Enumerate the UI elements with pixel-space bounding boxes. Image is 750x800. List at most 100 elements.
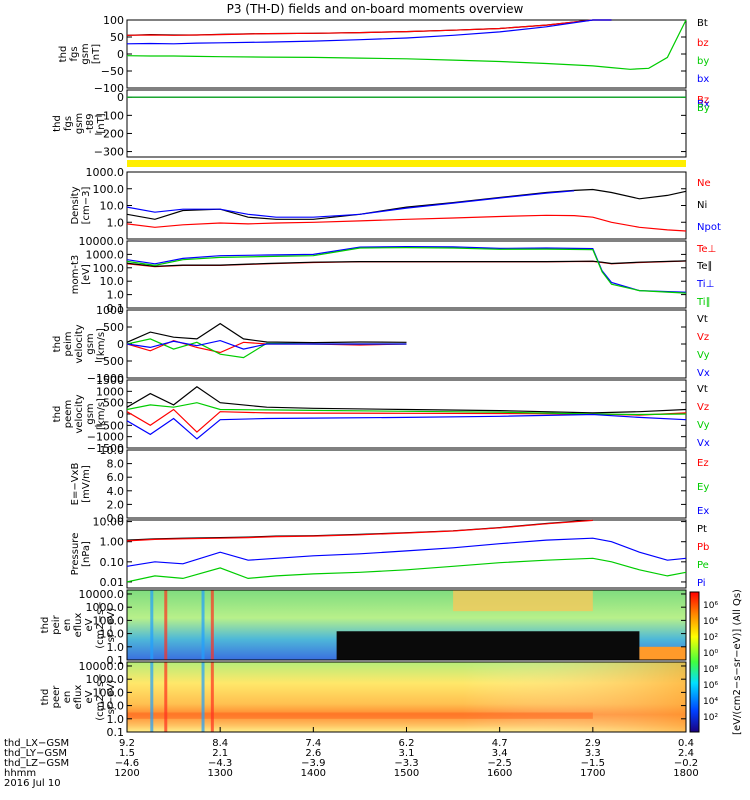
legend-entry: Vx <box>697 368 710 379</box>
y-axis-label: sr−eV) <box>106 608 117 643</box>
y-tick-label: 0.01 <box>100 576 125 589</box>
y-tick-label: 1000.0 <box>86 166 125 179</box>
series-line-fgs-gsm <box>126 19 687 70</box>
legend-entry: Ti∥ <box>696 297 711 308</box>
y-axis-label: [eV] <box>81 264 92 285</box>
y-tick-label: 0.1 <box>107 302 125 315</box>
x-row-value: 7.4 <box>305 738 321 749</box>
y-tick-label: 1.0 <box>107 289 125 302</box>
panel-frame-fgs-gsm-t89 <box>126 89 687 158</box>
legend-entry: bz <box>697 38 709 49</box>
x-row-value: 9.2 <box>119 738 135 749</box>
legend-entry: Pb <box>697 542 709 553</box>
y-tick-label: 10.0 <box>100 275 125 288</box>
legend-entry: Vt <box>697 314 708 325</box>
y-tick-label: 100.0 <box>93 262 125 275</box>
x-row-value: −3.3 <box>394 758 418 769</box>
colorbar-tick-label: 10⁸ <box>703 665 718 675</box>
y-tick-label: 10000.0 <box>79 660 125 673</box>
y-axis-label: -t89 <box>85 113 96 133</box>
y-axis-label: en <box>62 691 73 704</box>
y-tick-label: 100.0 <box>93 183 125 196</box>
y-axis-label: peem <box>63 400 74 428</box>
colorbar-tick-label: 10² <box>703 713 718 723</box>
legend-entry: Bt <box>697 18 708 29</box>
y-tick-label: 10.0 <box>100 200 125 213</box>
series-line-fgs-gsm <box>126 19 612 36</box>
x-row-value: 1.5 <box>119 748 135 759</box>
x-row-value: −1.5 <box>581 758 605 769</box>
y-axis-label: eflux <box>73 613 84 638</box>
x-row-label: thd_LX−GSM <box>4 738 69 749</box>
y-axis-label: mom-t3 <box>70 255 81 295</box>
spectrogram-streak <box>201 662 205 732</box>
legend-entry: Vx <box>697 438 710 449</box>
panel-frame-mom-t3 <box>126 240 687 309</box>
y-axis-label: velocity <box>74 324 85 363</box>
series-line-peem-velocity <box>126 386 687 414</box>
x-row-label: thd_LZ−GSM <box>4 758 69 769</box>
x-row-value: −2.5 <box>488 758 512 769</box>
legend-entry: Bx <box>697 99 710 110</box>
legend-entry: Vy <box>697 420 710 431</box>
y-tick-label: 50 <box>110 31 124 44</box>
panel-frame-peir-en-eflux <box>126 589 687 661</box>
series-line-pressure <box>126 519 593 542</box>
x-row-value: 1300 <box>207 768 232 779</box>
y-axis-label: thd <box>52 115 63 132</box>
y-axis-label: Density <box>70 186 81 224</box>
spectrogram-warm-region <box>453 590 593 612</box>
colorbar <box>689 591 700 733</box>
y-tick-label: −1500 <box>87 442 124 455</box>
x-row-value: 1400 <box>301 768 326 779</box>
y-tick-label: 0 <box>117 408 124 421</box>
legend-entry: Vz <box>697 402 709 413</box>
chart-title: P3 (TH-D) fields and on-board moments ov… <box>227 2 524 16</box>
legend-entry: by <box>697 56 709 67</box>
y-axis-label: fgs <box>63 116 74 131</box>
series-line-peim-velocity <box>126 339 407 350</box>
x-row-value: −4.3 <box>208 758 232 769</box>
x-row-value: 6.2 <box>399 738 415 749</box>
series-line-pressure <box>126 519 593 541</box>
legend-entry: Te⊥ <box>696 244 716 255</box>
legend-entry: Vt <box>697 384 708 395</box>
y-axis-label: en <box>62 619 73 632</box>
legend-entry: Pi <box>697 578 706 589</box>
x-row-value: −4.6 <box>115 758 139 769</box>
series-line-density <box>126 214 687 232</box>
y-tick-label: −100 <box>94 82 124 95</box>
spectrogram-streak <box>164 590 168 660</box>
y-tick-label: 10.0 <box>100 628 125 641</box>
y-tick-label: −1000 <box>87 372 124 385</box>
y-axis-label: eV <box>84 618 95 631</box>
y-tick-label: −300 <box>94 146 124 159</box>
x-row-label: thd_LY−GSM <box>4 748 67 759</box>
y-axis-label: [mV/m] <box>81 465 92 503</box>
legend-entry: Vy <box>697 350 710 361</box>
y-tick-label: 4.0 <box>107 485 125 498</box>
y-axis-label: velocity <box>74 394 85 433</box>
x-row-value: 1700 <box>580 768 605 779</box>
y-tick-label: 100 <box>103 14 124 27</box>
series-line-peim-velocity <box>126 322 407 344</box>
legend-entry: By <box>697 103 710 114</box>
y-axis-label: fgs <box>69 46 80 61</box>
colorbar-tick-label: 10⁰ <box>703 649 718 659</box>
legend-entry: Ti⊥ <box>696 279 714 290</box>
y-tick-label: 10000.0 <box>79 588 125 601</box>
legend-entry: Pe <box>697 560 709 571</box>
y-tick-label: 0 <box>117 48 124 61</box>
y-axis-label: (cm2−s− <box>95 673 106 720</box>
y-axis-label: peim <box>63 331 74 356</box>
date-label: 2016 Jul 10 <box>4 778 61 789</box>
spectrogram-streak <box>210 662 214 732</box>
y-tick-label: −500 <box>94 419 124 432</box>
y-tick-label: 1000.0 <box>86 601 125 614</box>
y-axis-label: thd <box>58 46 69 63</box>
y-axis-label: (cm2−s− <box>95 601 106 648</box>
y-tick-label: 100.0 <box>93 686 125 699</box>
y-tick-label: 10.0 <box>100 444 125 457</box>
y-axis-label: sr−eV) <box>106 680 117 715</box>
x-row-value: 1800 <box>673 768 698 779</box>
